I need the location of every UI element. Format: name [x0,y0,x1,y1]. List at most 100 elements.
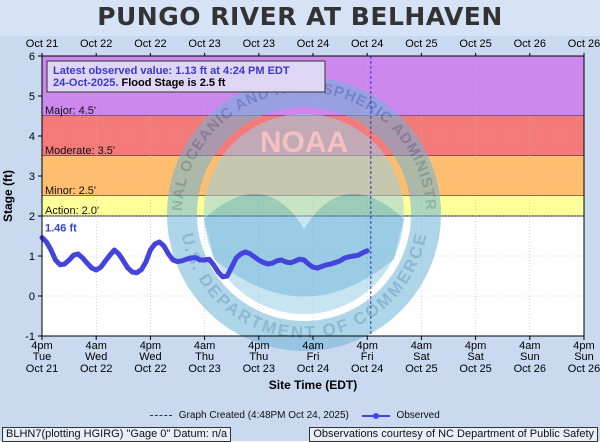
graph-created-line-sample [150,415,172,416]
legend-created-label: Graph Created (4:48PM Oct 24, 2025) [178,410,349,421]
observed-point [206,257,212,262]
bottom-tick-date: Oct 22 [80,363,112,375]
bottom-tick-date: Oct 23 [188,363,220,375]
observed-point [62,261,67,267]
flood-band-label: Major: 4.5' [45,105,96,117]
bottom-tick-date: Oct 25 [405,363,437,375]
info-date-text: 24-Oct-2025. [53,77,121,89]
observed-point [112,247,117,253]
bottom-tick-date: Oct 26 [514,363,546,375]
observed-point [211,262,216,267]
observed-point [274,258,280,263]
observed-point [215,269,221,275]
bottom-tick-day: Thu [249,351,268,363]
observed-point [75,251,81,257]
observed-point [351,253,356,259]
top-tick-label: Oct 25 [459,38,491,50]
y-tick-label: 1 [29,251,35,263]
observed-point [175,259,180,264]
observed-line-sample [361,412,390,420]
observed-point [116,251,121,257]
observed-point [261,260,266,265]
bottom-tick-date: Oct 26 [568,363,600,375]
bottom-tick-time: 4pm [31,340,52,352]
observed-point [324,262,329,267]
axes: -1 0 1 2 3 4 5 6 Stage (ft) Oct 21 Oct 22 Oct 22 Oct… [1,38,600,392]
info-latest-value: Latest observed value: 1.13 ft at 4:24 P… [53,65,290,77]
observed-point [355,253,361,258]
bottom-tick-day: Fri [361,351,374,363]
observed-point [152,241,158,247]
observed-point [310,265,316,270]
observed-point [283,259,289,265]
observed-point [279,257,284,263]
bottom-tick-time: 4am [302,340,323,352]
observed-point [288,260,293,265]
max-value-label: 1.46 ft [45,223,77,235]
flood-band-labels: Major: 4.5' Moderate: 3.5' Minor: 2.5' Acti… [45,105,115,217]
footer-datum: BLHN7(plotting HGIRG) "Gage 0" Datum: n/… [2,427,232,442]
observed-point [107,253,112,258]
observed-point [66,257,72,263]
legend-observed-label: Observed [396,410,440,421]
observed-point [256,257,261,263]
bottom-tick-date: Oct 21 [26,363,58,375]
noaa-wave [204,193,404,297]
observed-point [84,261,90,266]
top-tick-label: Oct 23 [188,38,220,50]
flood-band-label: Minor: 2.5' [45,185,96,197]
observed-point [184,257,189,262]
observed-point [252,254,257,259]
observed-point [170,257,176,263]
observed-point [270,261,275,266]
observed-point [220,274,225,279]
observed-point [53,257,58,263]
y-tick-label: 5 [29,91,35,103]
bottom-tick-day: Sat [413,351,430,363]
info-box: Latest observed value: 1.13 ft at 4:24 P… [46,60,326,93]
observed-point [315,265,320,271]
observed-point [44,239,49,245]
observed-point [247,251,252,256]
observed-point [139,267,144,272]
bottom-tick-day: Wed [85,351,107,363]
bottom-tick-date: Oct 23 [243,363,275,375]
legend: Graph Created (4:48PM Oct 24, 2025) Obse… [150,410,440,421]
x-axis-label: Site Time (EDT) [269,378,357,392]
bottom-tick-day: Wed [139,351,161,363]
observed-point [297,257,302,262]
observed-point [157,239,162,245]
top-tick-label: Oct 24 [297,38,329,50]
top-tick-label: Oct 22 [80,38,112,50]
observed-point [333,260,338,265]
observed-point [71,253,76,258]
bottom-tick-date: Oct 24 [351,363,383,375]
observed-point [148,247,153,253]
flood-band-label: Moderate: 3.5' [45,145,115,157]
bottom-tick-time: 4am [85,340,106,352]
observed-point [188,255,194,261]
observed-point [94,267,99,273]
bottom-tick-day: Sun [520,351,540,363]
observed-point [328,261,334,267]
info-date: 24-Oct-2025. Flood Stage is 2.5 ft [53,77,226,89]
info-box-bg [46,60,326,93]
observed-point [57,262,63,267]
noaa-center-text: NOAA [260,126,348,159]
top-tick-label: Oct 25 [405,38,437,50]
observed-point [89,265,94,271]
observed-point [134,270,140,275]
observed-point [365,248,370,253]
observed-point [346,254,352,259]
top-tick-label: Oct 22 [134,38,166,50]
observed-point [243,249,248,255]
bottom-tick-time: 4pm [356,340,377,352]
observed-series: 1.46 ft [39,56,372,336]
top-tick-label: Oct 21 [26,38,58,50]
flood-band-label: Action: 2.0' [45,205,99,217]
bottom-tick-day: Tue [33,351,52,363]
bottom-tick-day: Fri [307,351,320,363]
y-tick-label: 0 [29,291,35,303]
